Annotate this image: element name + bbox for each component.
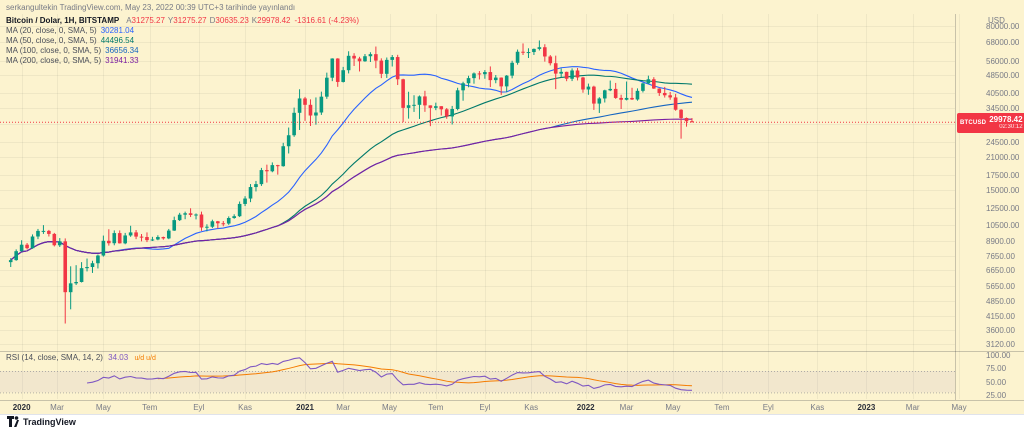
symbol-title: Bitcoin / Dolar, 1H, BITSTAMP	[6, 16, 120, 25]
ohlc-label: D	[209, 16, 216, 25]
ma-value: 30281.04	[100, 26, 135, 35]
ma-label: MA (50, close, 0, SMA, 5)	[6, 36, 97, 45]
tradingview-logo-text: TradingView	[23, 416, 76, 427]
ohlc-value: 31275.27	[173, 16, 207, 25]
ma-legend-row[interactable]: MA (100, close, 0, SMA, 5) 36656.34	[6, 46, 359, 56]
ohlc-label: A	[126, 16, 132, 25]
ma-legend-row[interactable]: MA (200, close, 0, SMA, 5) 31941.33	[6, 56, 359, 66]
ohlc-label: K	[251, 16, 258, 25]
rsi-legend-row[interactable]: RSI (14, close, SMA, 14, 2) 34.03 u/d u/…	[6, 353, 156, 362]
ma-legend-rows: MA (20, close, 0, SMA, 5) 30281.04 MA (50,…	[6, 26, 359, 66]
ma-legend-row[interactable]: MA (50, close, 0, SMA, 5) 44496.54	[6, 36, 359, 46]
badge-symbol: BTCUSD	[960, 120, 987, 126]
ohlc-values: A31275.27 Y31275.27 D30635.23 K29978.42	[123, 16, 290, 26]
tradingview-logo[interactable]: TradingView	[7, 416, 76, 427]
badge-price: 29978.42	[989, 115, 1023, 124]
currency-label: USD	[988, 16, 1005, 25]
ohlc-value: 30635.23	[215, 16, 249, 25]
rsi-label: RSI (14, close, SMA, 14, 2)	[6, 353, 103, 362]
rsi-extra-values: u/d u/d	[134, 355, 156, 362]
last-price-badge[interactable]: BTCUSD 29978.42 02:30:12	[957, 113, 1024, 133]
tradingview-logo-icon	[7, 416, 19, 427]
badge-countdown: 02:30:12	[999, 124, 1023, 130]
ma-label: MA (20, close, 0, SMA, 5)	[6, 26, 97, 35]
ohlc-label: Y	[167, 16, 174, 25]
attribution-text: serkangultekin TradingView.com, May 23, …	[6, 3, 296, 12]
chart-legend: Bitcoin / Dolar, 1H, BITSTAMP A31275.27 Y…	[6, 16, 359, 66]
change-value: -1316.61 (-4.23%)	[294, 16, 359, 25]
ma-label: MA (100, close, 0, SMA, 5)	[6, 46, 102, 55]
ma-legend-row[interactable]: MA (20, close, 0, SMA, 5) 30281.04	[6, 26, 359, 36]
rsi-value: 34.03	[108, 353, 129, 362]
ma-value: 44496.54	[100, 36, 135, 45]
ohlc-value: 29978.42	[257, 16, 291, 25]
ma-label: MA (200, close, 0, SMA, 5)	[6, 56, 102, 65]
symbol-legend-row[interactable]: Bitcoin / Dolar, 1H, BITSTAMP A31275.27 Y…	[6, 16, 359, 26]
ohlc-value: 31275.27	[131, 16, 165, 25]
bottom-bar: TradingView	[0, 414, 1024, 428]
ma-value: 36656.34	[105, 46, 139, 55]
ma-value: 31941.33	[105, 56, 139, 65]
